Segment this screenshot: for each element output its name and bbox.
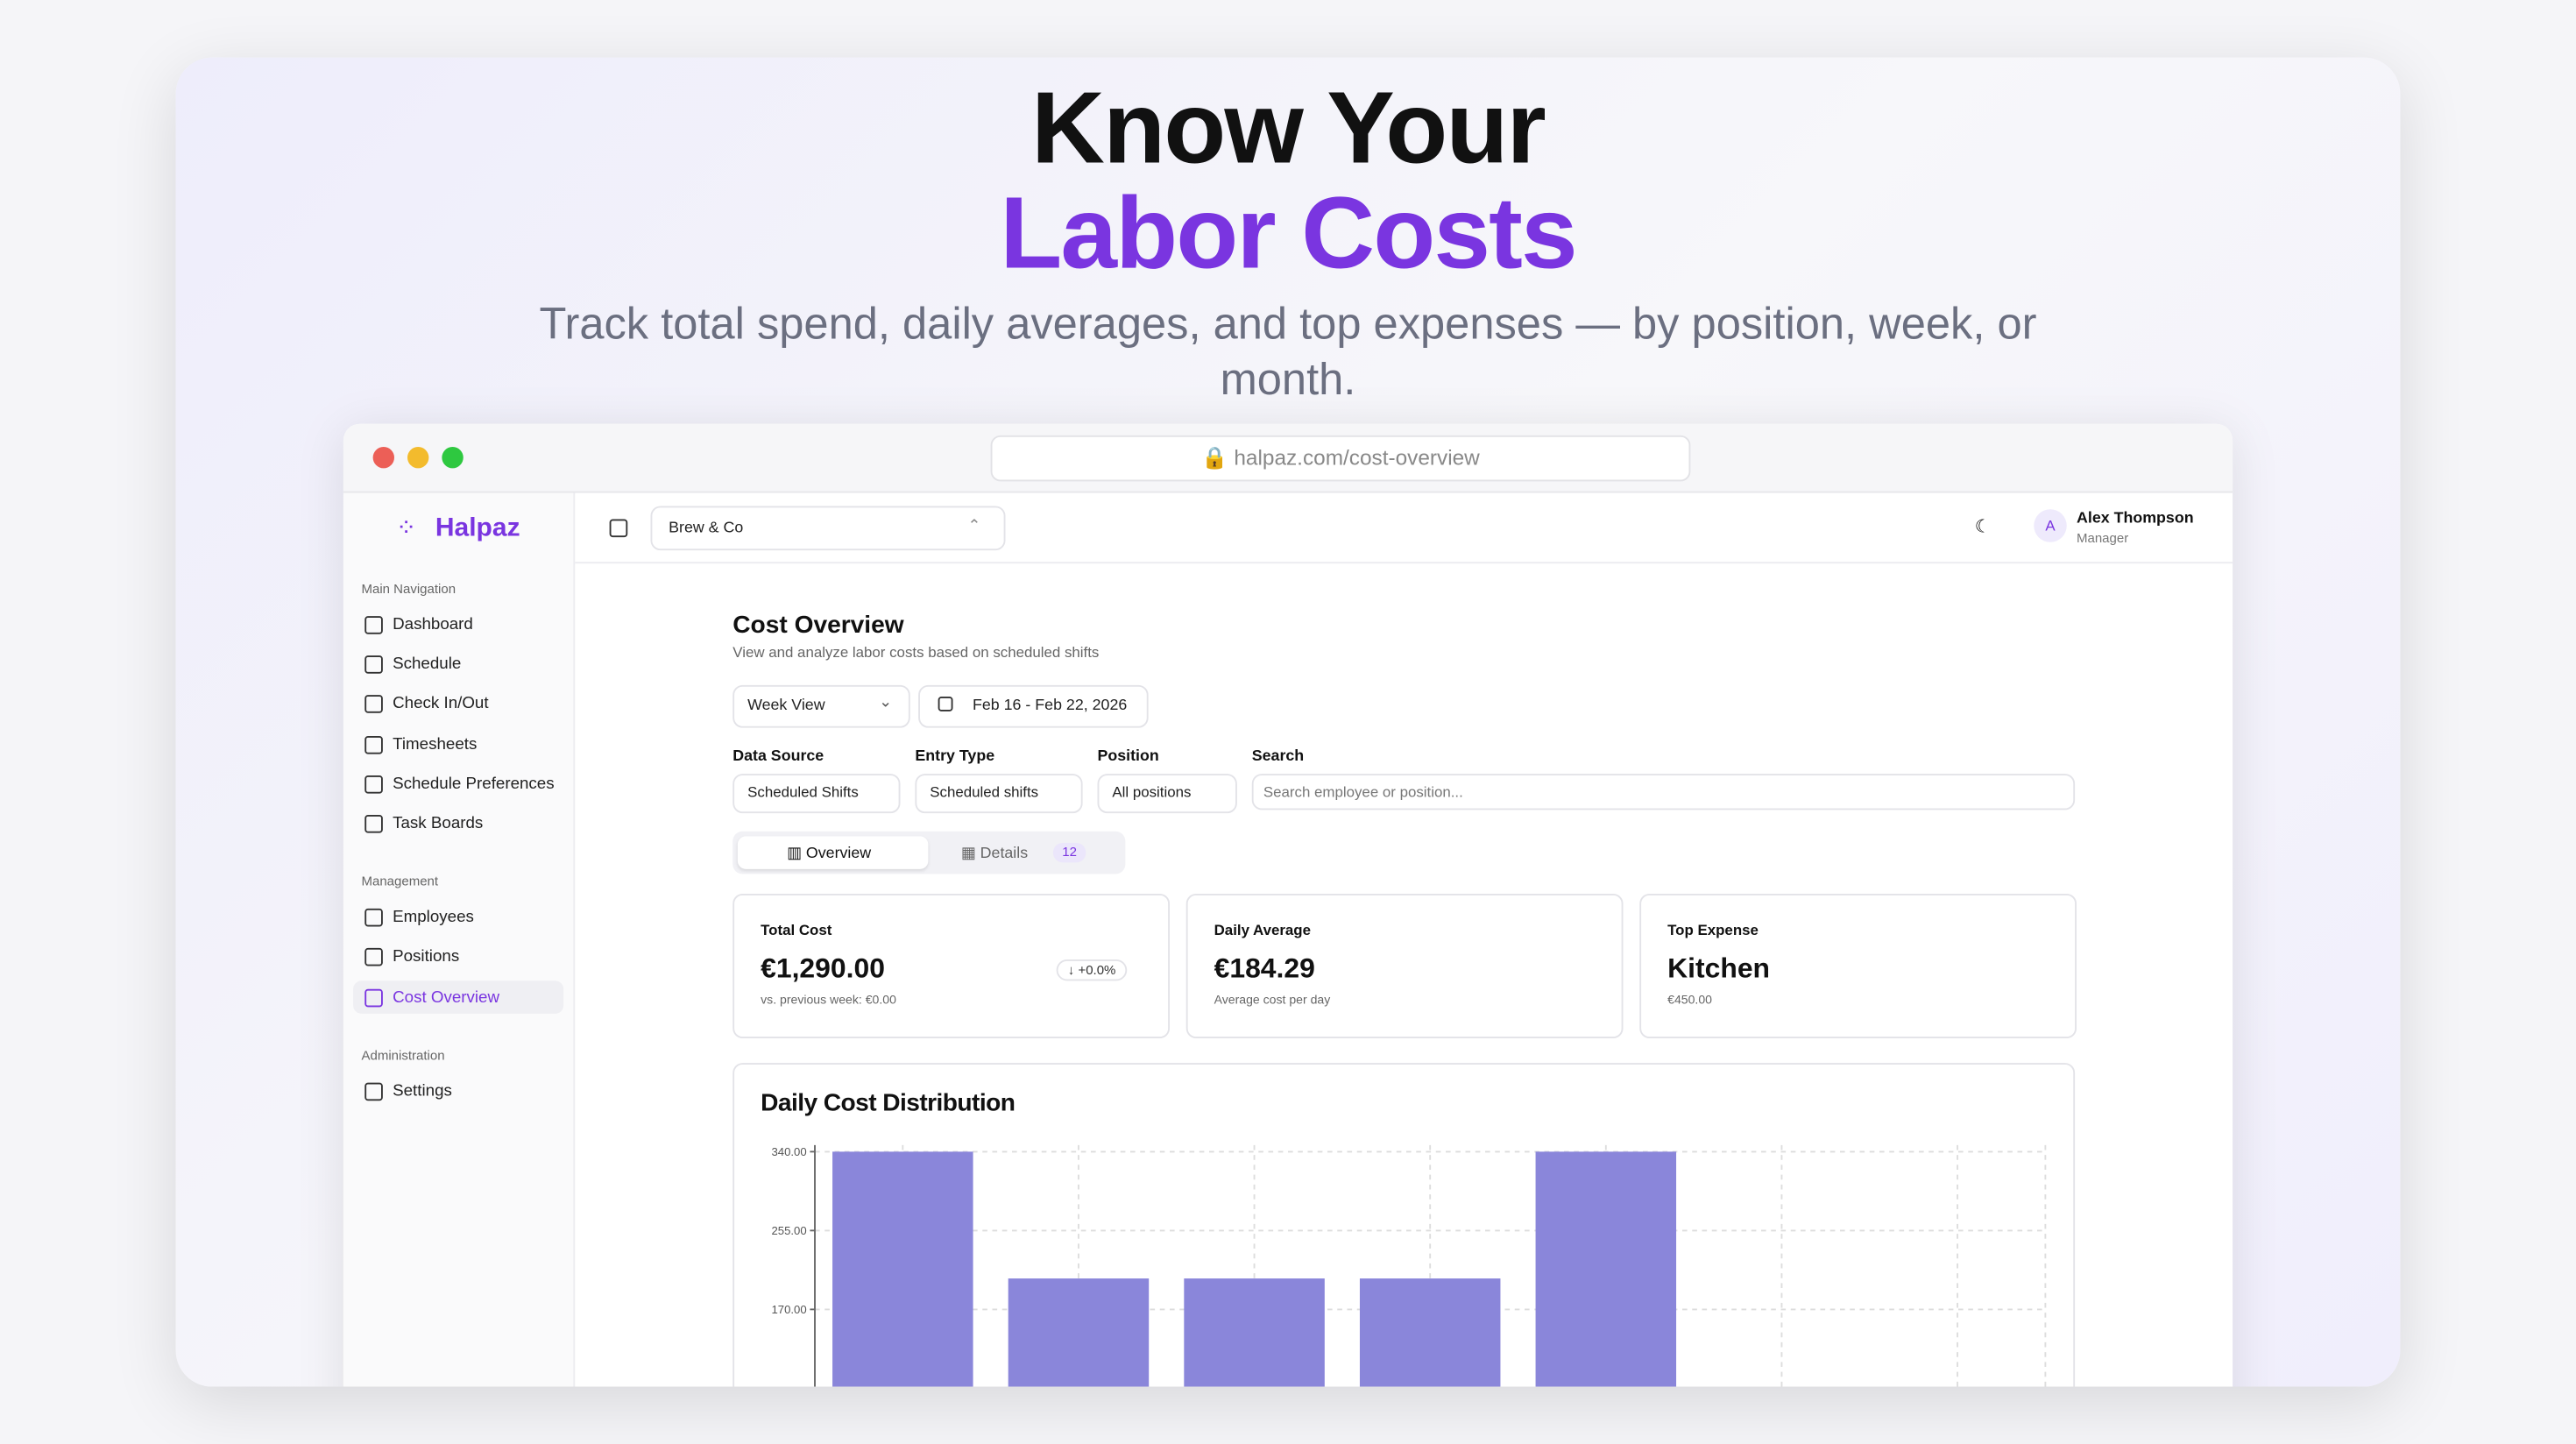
page-title: Cost Overview — [732, 611, 904, 640]
search-placeholder: Search employee or position... — [1263, 783, 1463, 801]
nav-section: Main Navigation — [361, 581, 456, 597]
card-title: Daily Average — [1214, 921, 1312, 938]
select-chevron: ⌃ — [967, 517, 981, 536]
workspace-select[interactable] — [650, 506, 1006, 551]
bar — [1008, 1278, 1150, 1387]
logo-icon: ⁘ — [395, 513, 417, 542]
card-note: Average cost per day — [1214, 992, 1331, 1008]
nav-active — [353, 980, 564, 1014]
hero-title: Know Your — [1031, 72, 1546, 186]
tab-label: ▥ Overview — [787, 844, 872, 863]
nav-item[interactable]: Timesheets — [393, 735, 478, 754]
change: +0.0% — [1078, 962, 1116, 978]
nav-icon — [364, 987, 383, 1007]
tab-text: Details — [980, 844, 1029, 863]
calendar-icon — [938, 697, 953, 711]
browser-window: 🔒 halpaz.com/cost-overview ⁘ Halpaz Main… — [343, 423, 2233, 1387]
bar — [1535, 1151, 1677, 1387]
nav-section: Administration — [361, 1047, 445, 1063]
url: halpaz.com/cost-overview — [1234, 445, 1480, 471]
filter-value: All positions — [1112, 783, 1192, 801]
filter-select[interactable] — [915, 774, 1083, 814]
topbar-border — [575, 562, 2233, 564]
avatar: A — [2034, 509, 2067, 542]
nav-item[interactable]: Settings — [393, 1082, 452, 1101]
nav-icon — [364, 815, 383, 833]
theme-toggle[interactable]: ☾ — [1974, 517, 1992, 538]
tab-badge: 12 — [1052, 842, 1086, 863]
page-subtitle: View and analyze labor costs based on sc… — [732, 644, 1100, 661]
change-badge: ↓ +0.0% — [1056, 959, 1128, 981]
bar — [1359, 1278, 1501, 1387]
url-bar[interactable]: 🔒 halpaz.com/cost-overview — [990, 435, 1691, 482]
nav-icon — [364, 775, 383, 794]
filter-label: Search — [1251, 747, 1305, 766]
stat-card — [732, 894, 1170, 1038]
minimize-button[interactable] — [407, 447, 429, 469]
filter-label: Data Source — [732, 747, 824, 766]
nav-item[interactable]: Schedule — [393, 655, 462, 675]
stat-card — [1639, 894, 2077, 1038]
nav-item[interactable]: Schedule Preferences — [393, 775, 555, 794]
chart: 170.00 255.00 340.00 — [772, 1144, 2047, 1387]
hero-title-accent: Labor Costs — [1000, 177, 1577, 291]
card-value: €1,290.00 — [761, 952, 885, 985]
search-input[interactable] — [1251, 774, 2076, 810]
nav-icon — [364, 909, 383, 927]
nav-item[interactable]: Dashboard — [393, 616, 473, 634]
chevron: ⌄ — [879, 693, 893, 711]
close-button[interactable] — [372, 447, 394, 469]
tab-label[interactable]: ▦ Details — [960, 844, 1029, 863]
card-title: Total Cost — [761, 921, 832, 938]
card-title: Top Expense — [1667, 921, 1759, 938]
workspace: Brew & Co — [669, 519, 744, 538]
filter-label: Entry Type — [915, 747, 995, 766]
y-tick-label: 170.00 — [772, 1303, 807, 1316]
filter-value: Scheduled Shifts — [747, 783, 859, 801]
user-name: Alex Thompson — [2077, 509, 2194, 527]
date-range: Feb 16 - Feb 22, 2026 — [973, 697, 1128, 715]
tab-active[interactable] — [737, 836, 929, 869]
view-select[interactable] — [732, 684, 910, 728]
filter-value: Scheduled shifts — [930, 783, 1039, 801]
nav-icon — [364, 655, 383, 675]
nav-item[interactable]: Task Boards — [393, 815, 484, 833]
nav-item[interactable]: Check In/Out — [393, 695, 489, 714]
sidebar-toggle[interactable] — [609, 519, 628, 538]
filter-label: Position — [1097, 747, 1159, 766]
filter-select[interactable] — [1097, 774, 1237, 814]
chart-title: Daily Cost Distribution — [761, 1089, 1016, 1117]
stat-card — [1185, 894, 1624, 1038]
nav-item[interactable]: Positions — [393, 948, 460, 967]
tab-text: Overview — [805, 844, 872, 863]
nav-item[interactable]: Cost Overview — [393, 987, 500, 1007]
nav-item[interactable]: Employees — [393, 909, 474, 927]
card-value: €184.29 — [1214, 952, 1315, 985]
nav-section: Management — [361, 874, 439, 889]
y-tick-label: 340.00 — [772, 1145, 807, 1158]
view: Week View — [747, 697, 825, 715]
date-picker[interactable] — [918, 684, 1149, 728]
card-note: €450.00 — [1667, 992, 1712, 1008]
nav-icon — [364, 735, 383, 754]
card-note: vs. previous week: €0.00 — [761, 992, 896, 1008]
nav-icon — [364, 1082, 383, 1101]
user-role: Manager — [2077, 530, 2129, 546]
maximize-button[interactable] — [442, 447, 464, 469]
nav-icon — [364, 948, 383, 967]
sidebar — [343, 492, 576, 1387]
bar — [832, 1151, 973, 1387]
nav-icon — [364, 616, 383, 634]
filter-select[interactable] — [732, 774, 901, 814]
nav-icon — [364, 695, 383, 714]
card-value: Kitchen — [1667, 952, 1771, 985]
hero-frame: Know Your Labor Costs Track total spend,… — [175, 57, 2401, 1387]
y-tick-label: 255.00 — [772, 1224, 807, 1237]
brand: Halpaz — [435, 513, 520, 542]
hero-subtitle: Track total spend, daily averages, and t… — [539, 299, 2037, 405]
bar — [1184, 1278, 1325, 1387]
